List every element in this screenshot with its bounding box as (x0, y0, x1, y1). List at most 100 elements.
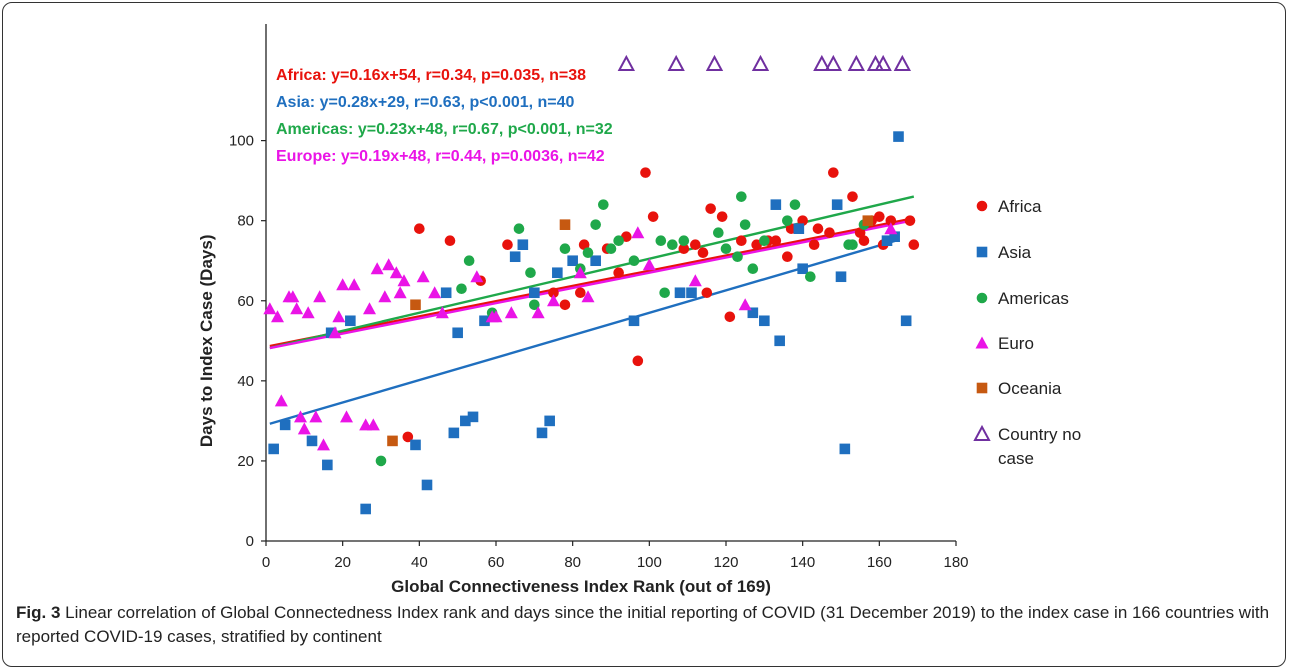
trendline-africa (269, 217, 915, 348)
x-tick-label: 20 (334, 554, 351, 571)
point-euro (271, 310, 284, 323)
point-asia (536, 427, 548, 439)
point-euro (428, 286, 442, 299)
point-asia (448, 427, 460, 439)
point-americas (739, 219, 751, 230)
point-country-no-case (667, 54, 685, 71)
point-americas (375, 455, 387, 467)
point-country-no-case (824, 54, 843, 71)
point-americas (678, 235, 690, 246)
point-asia (628, 315, 640, 327)
point-africa (824, 227, 835, 238)
point-africa (678, 243, 690, 255)
point-americas (713, 227, 724, 238)
point-americas (598, 199, 609, 210)
point-oceania (387, 435, 398, 447)
point-americas (529, 299, 540, 311)
point-africa (647, 211, 659, 222)
y-tick-label: 40 (237, 373, 254, 390)
point-africa (782, 251, 793, 263)
point-asia (552, 267, 563, 279)
point-euro (263, 302, 277, 315)
point-euro (301, 306, 315, 319)
point-euro (286, 290, 300, 303)
point-euro (274, 394, 288, 407)
legend-marker-africa (976, 200, 988, 212)
y-tick-label: 20 (237, 453, 254, 470)
point-americas (525, 267, 536, 279)
point-africa (885, 215, 897, 226)
point-africa (402, 431, 414, 443)
point-asia (889, 231, 900, 242)
x-tick-label: 60 (488, 554, 505, 571)
point-americas (847, 239, 858, 251)
point-euro (290, 302, 304, 315)
point-euro (435, 306, 449, 319)
point-asia (306, 435, 318, 447)
point-africa (705, 203, 716, 214)
y-tick-label: 100 (229, 133, 254, 150)
x-tick-label: 40 (411, 554, 428, 571)
point-oceania (559, 219, 571, 230)
point-euro (382, 258, 396, 271)
point-africa (444, 235, 456, 246)
point-euro (313, 290, 327, 303)
x-tick-label: 180 (943, 554, 968, 571)
legend-marker-country-no-case (973, 424, 991, 441)
point-africa (575, 287, 586, 299)
legend-label: Africa (998, 197, 1042, 216)
point-africa (613, 267, 624, 279)
point-americas (582, 247, 594, 259)
point-asia (797, 263, 808, 275)
point-euro (347, 278, 361, 291)
point-euro (317, 438, 330, 451)
point-country-no-case (813, 54, 831, 71)
point-asia (421, 479, 433, 491)
point-euro (393, 286, 407, 299)
point-africa (414, 223, 425, 234)
caption-text: Linear correlation of Global Connectedne… (16, 603, 1270, 646)
point-africa (578, 239, 590, 251)
point-euro (363, 302, 376, 315)
point-euro (631, 226, 645, 239)
y-tick-label: 80 (237, 213, 254, 230)
point-americas (463, 255, 475, 267)
point-country-no-case (893, 54, 912, 71)
point-asia (325, 327, 337, 339)
point-africa (904, 215, 916, 226)
point-euro (378, 290, 392, 303)
point-asia (686, 287, 697, 299)
legend-marker-americas (976, 292, 988, 304)
point-euro (489, 310, 503, 323)
point-oceania (862, 215, 874, 226)
point-africa (812, 223, 824, 234)
point-asia (900, 315, 912, 327)
x-axis-label: Global Connectiveness Index Rank (out of… (391, 577, 771, 596)
point-asia (839, 443, 851, 455)
point-asia (893, 131, 904, 142)
point-country-no-case (705, 54, 724, 71)
point-asia (831, 199, 843, 210)
point-country-no-case (751, 54, 770, 71)
point-africa (724, 311, 736, 323)
point-asia (509, 251, 521, 263)
y-tick-label: 60 (237, 293, 254, 310)
point-euro (416, 270, 430, 283)
regression-annotation: Asia: y=0.28x+29, r=0.63, p<0.001, n=40 (276, 94, 575, 111)
legend-label: Euro (998, 334, 1034, 353)
point-euro (336, 278, 350, 291)
point-euro (309, 410, 323, 423)
point-asia (590, 255, 601, 267)
y-axis-label: Days to Index Case (Days) (197, 235, 216, 448)
point-euro (470, 270, 484, 283)
point-americas (732, 251, 743, 263)
point-americas (720, 243, 732, 255)
point-asia (835, 271, 847, 283)
point-asia (881, 235, 893, 246)
point-asia (793, 223, 805, 234)
legend-label: Country no (998, 425, 1081, 444)
point-africa (770, 235, 782, 246)
point-africa (690, 239, 701, 251)
regression-annotation: Americas: y=0.23x+48, r=0.67, p<0.001, n… (276, 121, 613, 138)
